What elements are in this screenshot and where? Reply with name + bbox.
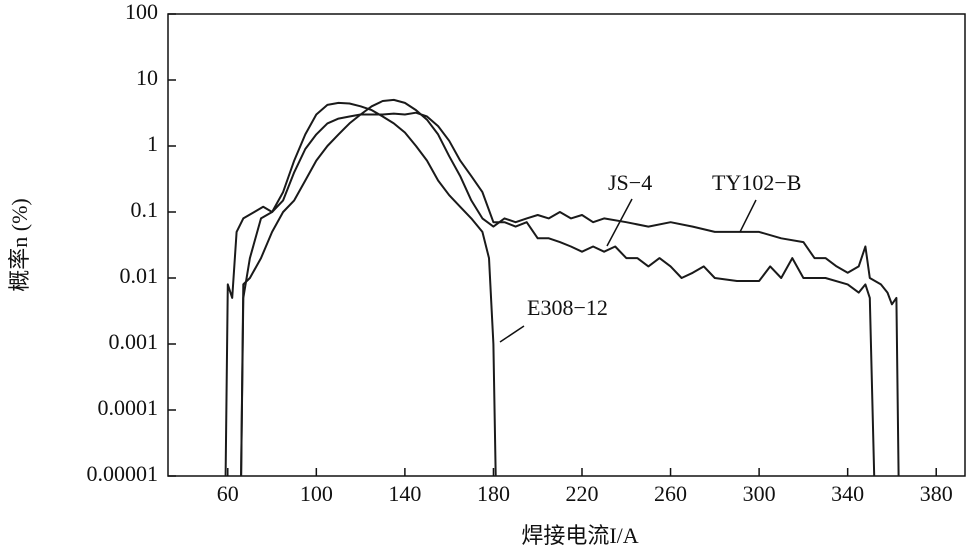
x-tick-label: 140 — [388, 481, 421, 506]
x-tick-label: 180 — [477, 481, 510, 506]
plot-frame — [167, 13, 966, 477]
y-tick-label: 0.1 — [131, 197, 159, 222]
y-tick-label: 0.001 — [109, 329, 159, 354]
y-axis-title: 概率n (%) — [7, 198, 32, 291]
series-label: E308−12 — [527, 295, 608, 320]
leader-line — [499, 325, 525, 343]
y-tick-label: 1 — [147, 131, 158, 156]
series-line — [240, 111, 876, 477]
series-line — [240, 98, 900, 477]
series-label: TY102−B — [712, 170, 801, 195]
x-tick-label: 340 — [831, 481, 864, 506]
x-tick-label: 220 — [565, 481, 598, 506]
x-tick-label: 60 — [217, 481, 239, 506]
y-tick-label: 0.0001 — [98, 395, 159, 420]
series-line — [224, 101, 497, 477]
leader-line — [606, 198, 633, 247]
leader-line — [739, 199, 757, 233]
y-tick-label: 0.00001 — [87, 461, 159, 486]
x-tick-label: 300 — [743, 481, 776, 506]
x-axis-title: 焊接电流I/A — [521, 523, 638, 548]
x-tick-label: 260 — [654, 481, 687, 506]
y-tick-label: 100 — [125, 0, 158, 24]
x-tick-label: 100 — [300, 481, 333, 506]
y-tick-label: 0.01 — [120, 263, 159, 288]
x-tick-label: 380 — [920, 481, 953, 506]
series-label: JS−4 — [608, 170, 652, 195]
y-tick-label: 10 — [136, 65, 158, 90]
